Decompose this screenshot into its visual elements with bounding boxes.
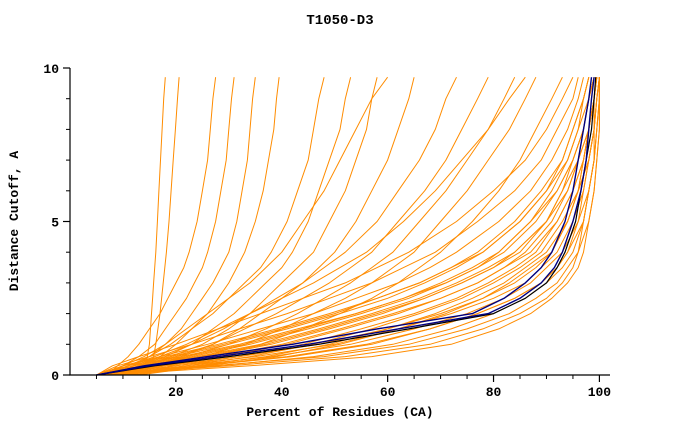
decoy-curve-8	[117, 77, 352, 376]
decoy-curve-17	[138, 76, 563, 376]
decoy-curve-30	[96, 77, 595, 376]
x-tick-label: 100	[588, 385, 612, 400]
best-model-navy-1-curve	[96, 77, 595, 376]
decoy-curve-20	[101, 77, 584, 376]
curves-layer	[96, 76, 600, 376]
x-tick-label: 20	[168, 385, 184, 400]
x-tick-label: 40	[274, 385, 290, 400]
decoy-curve-43	[107, 77, 600, 376]
decoy-curve-18	[96, 76, 574, 376]
decoy-curve-21	[101, 77, 590, 376]
decoy-curve-9	[122, 77, 378, 376]
y-tick-label: 0	[51, 369, 59, 384]
decoy-curve-44	[96, 77, 600, 376]
decoy-curve-10	[106, 76, 389, 376]
decoy-curve-3	[106, 77, 217, 376]
decoy-curve-37	[107, 77, 600, 376]
reference-model-black-curve	[96, 77, 597, 376]
decoy-curve-40	[101, 77, 600, 376]
decoy-curve-38	[96, 77, 598, 376]
decoy-curve-13	[117, 76, 489, 376]
y-axis-label: Distance Cutoff, A	[7, 151, 22, 292]
decoy-curve-1	[143, 77, 166, 376]
decoy-curve-25	[96, 77, 595, 376]
decoy-curve-12	[112, 76, 457, 376]
decoy-curve-42	[101, 77, 600, 376]
decoy-curve-15	[128, 76, 537, 376]
y-tick-label: 10	[43, 62, 59, 77]
axes-layer: 20 40 60 80 100 0 5 10	[43, 62, 611, 400]
decoy-curve-19	[96, 77, 579, 376]
decoy-curve-4	[112, 77, 235, 376]
x-axis-label: Percent of Residues (CA)	[246, 405, 433, 420]
best-model-navy-2-curve	[96, 77, 593, 376]
decoy-curve-7	[112, 77, 325, 376]
chart-title: T1050-D3	[306, 13, 373, 29]
decoy-curve-6	[122, 77, 280, 376]
x-tick-label: 60	[380, 385, 396, 400]
y-tick-label: 5	[51, 216, 59, 231]
x-tick-label: 80	[486, 385, 502, 400]
